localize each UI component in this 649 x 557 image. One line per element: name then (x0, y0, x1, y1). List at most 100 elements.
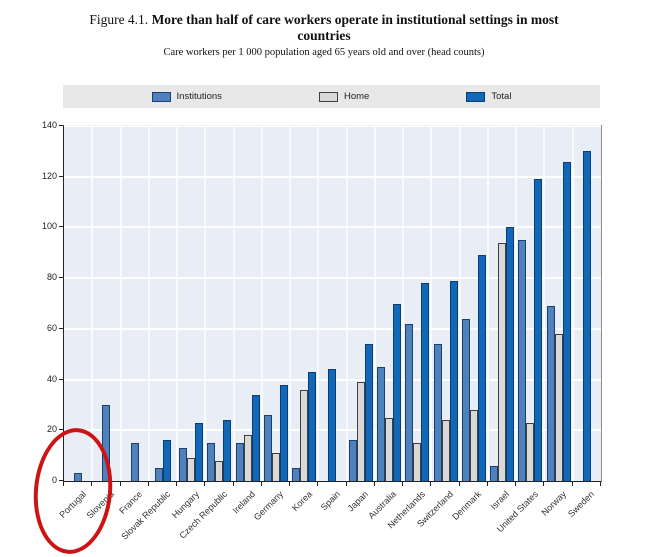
gridline-vertical (147, 126, 150, 481)
bar-total (328, 369, 337, 481)
bar-institutions (154, 468, 163, 481)
gridline-vertical (260, 126, 263, 481)
gridline-vertical (289, 126, 292, 481)
plot-area (63, 125, 602, 482)
x-axis-tick (289, 482, 291, 486)
gridline-vertical (543, 126, 546, 481)
x-axis-tick (571, 482, 573, 486)
bar-total (421, 283, 430, 481)
x-axis-category-label: Korea (289, 489, 314, 514)
legend-swatch-total (466, 91, 486, 102)
bar-total (534, 179, 543, 481)
bar-total (477, 255, 486, 481)
legend-label: Institutions (176, 91, 222, 102)
x-axis-category-label: Ireland (230, 489, 258, 516)
gridline-vertical (91, 126, 94, 481)
y-axis-tick (59, 480, 63, 481)
y-axis-tick-label: 140 (41, 120, 57, 130)
legend-label: Home (343, 91, 370, 102)
bar-home (554, 333, 563, 481)
legend-item-home: Home (318, 91, 370, 102)
gridline-vertical (232, 126, 235, 481)
gridline-vertical (204, 126, 207, 481)
bar-institutions (207, 442, 216, 481)
legend-swatch-institutions (151, 91, 171, 102)
x-axis-tick (147, 482, 149, 486)
y-axis-tick-label: 60 (46, 322, 57, 333)
bar-total (562, 161, 571, 481)
bar-group-denmark (460, 255, 488, 481)
bar-total (364, 344, 373, 481)
bar-total (195, 422, 204, 481)
bar-total (223, 420, 232, 481)
x-axis-category-label: Spain (318, 489, 342, 513)
x-axis-tick (232, 482, 234, 486)
bar-group-sweden (573, 151, 601, 481)
x-axis-tick (119, 482, 121, 486)
x-axis-tick (402, 482, 404, 486)
y-axis-tick (59, 429, 63, 431)
gridline-horizontal (64, 125, 601, 127)
bar-total (251, 394, 260, 481)
y-axis-tick-label: 100 (41, 221, 57, 232)
x-axis-tick (458, 482, 460, 486)
bar-institutions (263, 415, 272, 481)
bar-institutions (546, 306, 555, 481)
x-axis-tick (204, 482, 206, 486)
bar-home (215, 460, 224, 481)
bar-total (308, 371, 317, 481)
legend-item-total: Total (466, 91, 511, 102)
gridline-vertical (571, 126, 574, 481)
bar-group-japan (347, 344, 375, 481)
bar-group-united-states (516, 179, 544, 481)
x-axis-tick (543, 482, 545, 486)
bar-group-korea (290, 371, 318, 481)
bar-institutions (130, 442, 139, 481)
gridline-horizontal (64, 277, 601, 280)
figure-title-block: Figure 4.1. More than half of care worke… (74, 12, 574, 58)
gridline-horizontal (64, 175, 601, 178)
bar-institutions (461, 318, 470, 481)
bar-total (162, 440, 171, 481)
x-axis-tick (600, 482, 601, 486)
y-axis-tick (59, 327, 63, 329)
gridline-vertical (119, 126, 122, 481)
bar-total (279, 384, 288, 481)
x-axis-category-label: Norway (539, 489, 569, 518)
bar-home (243, 435, 252, 481)
y-axis-tick (59, 277, 63, 279)
x-axis-category-label: France (117, 489, 145, 516)
y-axis-tick (59, 175, 63, 177)
bar-institutions (518, 240, 527, 481)
y-axis-tick-label: 120 (41, 170, 57, 181)
gridline-vertical (176, 126, 179, 481)
y-axis-tick (59, 125, 63, 126)
bar-group-france (121, 442, 149, 481)
gridline-horizontal (64, 327, 601, 330)
bar-total (393, 303, 402, 481)
bar-group-czech-republic (205, 420, 233, 481)
x-axis-tick (317, 482, 319, 486)
gridline-vertical (373, 126, 376, 481)
figure-title-line: Figure 4.1. More than half of care worke… (74, 12, 574, 44)
bar-group-ireland (234, 394, 262, 481)
bar-institutions (102, 404, 111, 481)
x-axis-tick (373, 482, 375, 486)
gridline-vertical (317, 126, 320, 481)
x-axis-tick (486, 482, 488, 486)
bar-institutions (179, 448, 188, 481)
bar-group-germany (262, 384, 290, 481)
bar-home (413, 442, 422, 481)
figure-number-label: Figure 4.1. (89, 12, 149, 27)
gridline-vertical (345, 126, 348, 481)
y-axis-tick (59, 378, 63, 380)
x-axis-tick (91, 482, 93, 486)
bar-group-australia (375, 303, 403, 481)
y-axis-tick-label: 20 (46, 424, 57, 435)
bar-institutions (377, 366, 386, 481)
bar-group-hungary (177, 422, 205, 481)
legend-label: Total (491, 91, 512, 102)
bar-total (506, 227, 515, 481)
x-axis-tick (260, 482, 262, 486)
bar-home (498, 242, 507, 481)
